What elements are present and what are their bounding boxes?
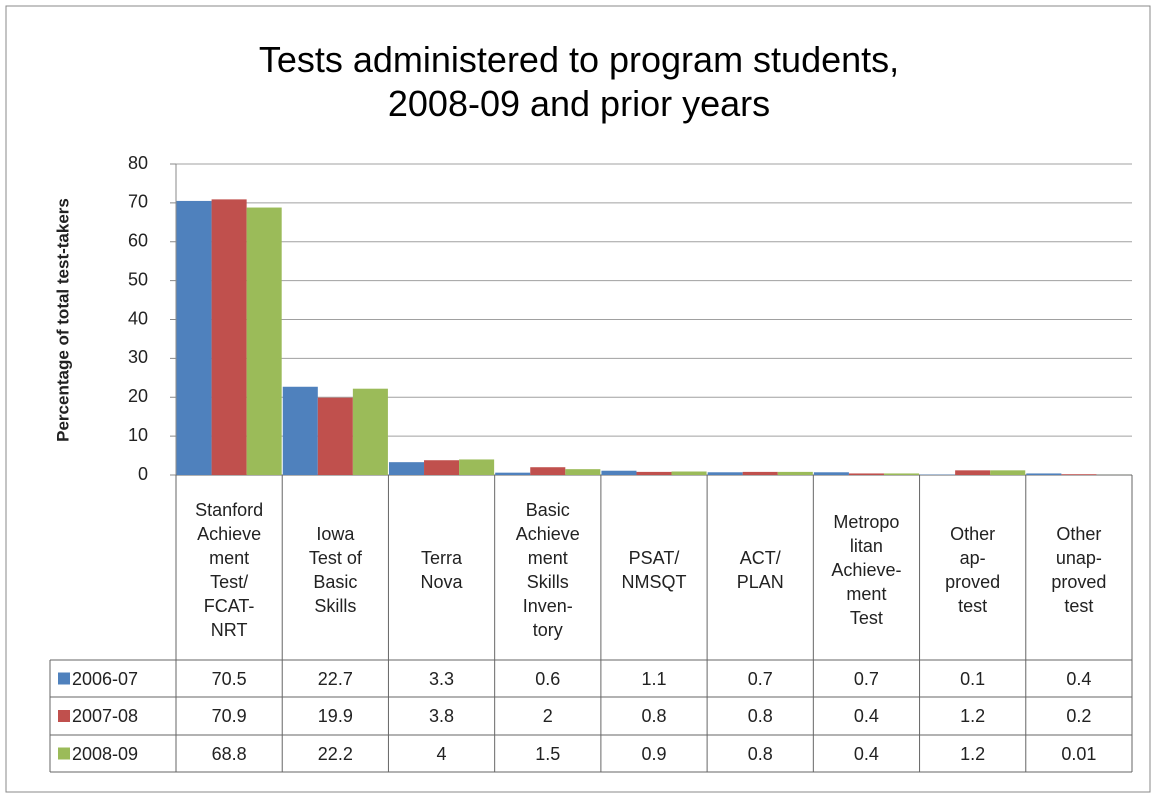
- table-value: 70.5: [211, 668, 247, 689]
- chart-title: Tests administered to program students, …: [258, 39, 900, 124]
- table-value: 1.1: [641, 668, 667, 689]
- bar: [955, 470, 991, 475]
- y-tick-label: 60: [128, 231, 148, 251]
- table-value: 0.6: [535, 668, 561, 689]
- bar: [848, 473, 884, 475]
- y-tick-label: 80: [128, 153, 148, 173]
- table-value: 0.4: [1066, 668, 1092, 689]
- table-value: 0.8: [747, 706, 773, 726]
- y-tick-label: 50: [128, 269, 148, 289]
- bar: [246, 207, 282, 476]
- y-tick-label: 40: [128, 308, 148, 328]
- bar: [777, 471, 813, 475]
- bar: [282, 386, 318, 475]
- bar: [601, 470, 637, 475]
- table-value: 0.8: [747, 743, 773, 764]
- category-label: Metropo litan Achieve- ment Test: [831, 511, 902, 628]
- y-tick-label: 10: [128, 425, 148, 445]
- table-value: 19.9: [317, 706, 353, 726]
- category-label: Stanford Achieve ment Test/ FCAT- NRT: [195, 499, 264, 640]
- table-value: 70.9: [211, 706, 247, 726]
- category-label: Other unap- proved test: [1051, 523, 1107, 616]
- table-value: 0.1: [960, 668, 986, 689]
- bar: [1026, 473, 1062, 475]
- bar: [530, 467, 566, 475]
- category-label: Basic Achieve ment Skills Inven- tory: [515, 499, 580, 640]
- bar: [671, 471, 707, 475]
- table-value: 0.7: [747, 668, 773, 689]
- table-value: 3.8: [429, 706, 455, 726]
- table-value: 68.8: [211, 743, 247, 764]
- y-axis-label: Percentage of total test-takers: [53, 198, 72, 442]
- y-tick-label: 30: [128, 347, 148, 367]
- legend-label: 2008-09: [72, 743, 139, 764]
- table-value: 1.5: [535, 743, 561, 764]
- bar: [883, 473, 920, 475]
- legend-swatch: [58, 747, 70, 760]
- chart-border: [5, 5, 1151, 793]
- table-value: 0.2: [1066, 706, 1092, 726]
- y-tick-label: 20: [128, 386, 148, 406]
- table-value: 0.7: [853, 668, 879, 689]
- table-value: 4: [436, 743, 447, 764]
- table-value: 0.4: [853, 743, 879, 764]
- bar: [388, 462, 425, 475]
- bar: [990, 470, 1026, 475]
- bar: [565, 469, 601, 475]
- bar: [317, 397, 353, 475]
- table-value: 0.8: [641, 706, 667, 726]
- table-value: 0.9: [641, 743, 667, 764]
- y-tick-label: 0: [138, 464, 148, 484]
- category-label: Terra Nova: [420, 547, 463, 592]
- category-label: Other ap- proved test: [945, 523, 1001, 616]
- category-label: Iowa Test of Basic Skills: [308, 523, 362, 616]
- table-value: 22.2: [317, 743, 353, 764]
- legend-label: 2006-07: [72, 668, 139, 689]
- bar: [176, 200, 212, 475]
- table-value: 0.01: [1061, 743, 1097, 764]
- bar: [211, 199, 247, 475]
- bar: [495, 472, 531, 475]
- bar: [424, 460, 460, 475]
- table-value: 0.4: [853, 706, 879, 726]
- bar: [707, 472, 743, 475]
- category-label: PSAT/ NMSQT: [621, 547, 687, 592]
- bar: [636, 471, 672, 475]
- bar: [1061, 474, 1097, 475]
- legend-label: 2007-08: [72, 706, 139, 726]
- bar: [352, 388, 388, 475]
- legend-swatch: [58, 672, 70, 685]
- category-label: ACT/ PLAN: [736, 547, 784, 592]
- legend-swatch: [58, 710, 70, 722]
- y-tick-label: 70: [128, 192, 148, 212]
- table-value: 3.3: [429, 668, 455, 689]
- table-value: 22.7: [317, 668, 353, 689]
- table-value: 2: [542, 706, 553, 726]
- bar: [742, 471, 778, 475]
- bar: [459, 459, 495, 475]
- bar: [813, 472, 849, 475]
- table-value: 1.2: [960, 706, 986, 726]
- table-value: 1.2: [960, 743, 986, 764]
